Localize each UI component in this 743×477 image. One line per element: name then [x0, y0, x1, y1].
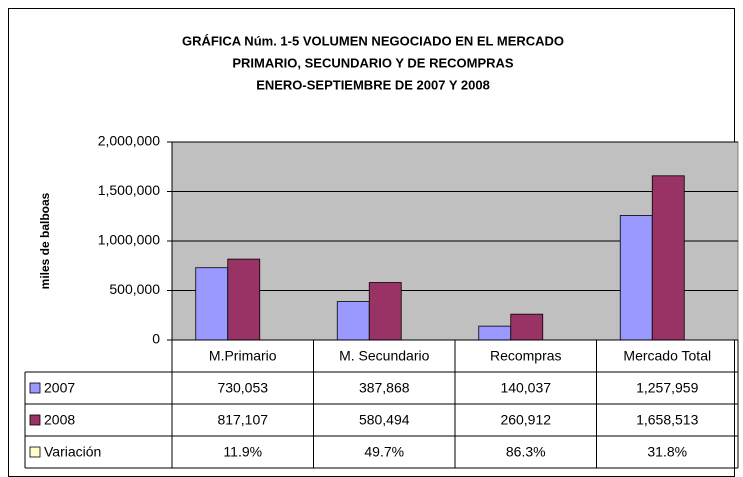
y-axis-label: miles de balboas [38, 192, 52, 289]
legend-key [29, 382, 41, 394]
table-value: 387,868 [359, 380, 410, 396]
x-tick-label: Mercado Total [623, 348, 711, 364]
chart-title: ENERO-SEPTIEMBRE DE 2007 Y 2008 [256, 77, 490, 92]
bar [336, 301, 370, 341]
table-value: 730,053 [217, 380, 268, 396]
y-tick-label: 2,000,000 [98, 133, 160, 149]
bar [227, 258, 261, 341]
y-tick-label: 1,000,000 [98, 232, 160, 248]
legend-key [29, 414, 41, 426]
bar [651, 175, 685, 341]
table-value: 140,037 [500, 380, 551, 396]
legend-label: Variación [44, 444, 101, 460]
bar [368, 282, 402, 341]
bar [619, 215, 653, 341]
table-value: 580,494 [359, 412, 410, 428]
x-tick-label: M.Primario [209, 348, 277, 364]
table-value: 31.8% [647, 444, 687, 460]
chart-title: GRÁFICA Núm. 1-5 VOLUMEN NEGOCIADO EN EL… [182, 33, 564, 48]
table-value: 86.3% [506, 444, 546, 460]
table-value: 260,912 [500, 412, 551, 428]
table-value: 11.9% [223, 444, 262, 460]
bar [510, 313, 544, 341]
legend-label: 2008 [44, 412, 75, 428]
table-value: 1,257,959 [636, 380, 698, 396]
y-tick-label: 0 [152, 331, 160, 347]
bar [478, 325, 512, 341]
x-tick-label: Recompras [490, 348, 562, 364]
table-value: 49.7% [364, 444, 404, 460]
table-value: 817,107 [217, 412, 268, 428]
x-tick-label: M. Secundario [339, 348, 429, 364]
legend-key [29, 446, 41, 458]
bar [195, 267, 229, 341]
y-tick-label: 1,500,000 [98, 182, 160, 198]
table-value: 1,658,513 [636, 412, 698, 428]
chart-title: PRIMARIO, SECUNDARIO Y DE RECOMPRAS [232, 55, 514, 70]
y-tick-label: 500,000 [109, 281, 160, 297]
legend-label: 2007 [44, 380, 75, 396]
